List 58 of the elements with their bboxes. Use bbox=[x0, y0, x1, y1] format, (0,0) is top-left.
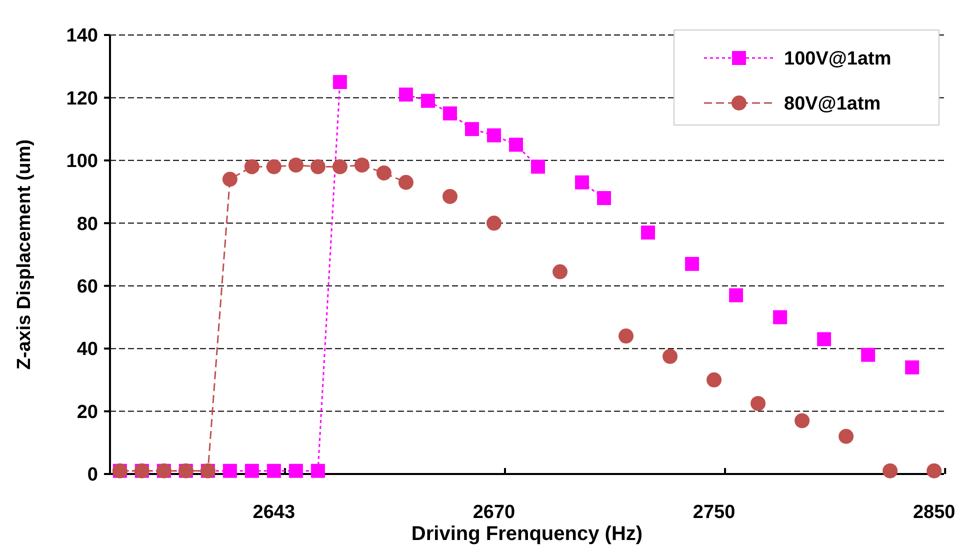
point bbox=[729, 288, 744, 302]
point bbox=[905, 360, 920, 374]
point bbox=[706, 372, 722, 388]
y-tick-label: 40 bbox=[76, 339, 98, 360]
x-axis-title: Driving Frenquency (Hz) bbox=[411, 523, 643, 545]
y-axis-title: Z-axis Displacement (um) bbox=[14, 139, 35, 370]
point bbox=[882, 463, 898, 478]
x-tick-label: 2850 bbox=[912, 502, 956, 523]
y-tick-label: 100 bbox=[66, 151, 98, 172]
point bbox=[641, 226, 656, 240]
point bbox=[597, 191, 612, 206]
point bbox=[662, 348, 678, 364]
point bbox=[464, 122, 479, 136]
point bbox=[685, 256, 700, 271]
point bbox=[486, 128, 501, 142]
point bbox=[244, 464, 259, 478]
x-tick-label: 2750 bbox=[692, 502, 736, 523]
point bbox=[288, 464, 303, 478]
point bbox=[817, 332, 832, 346]
point bbox=[618, 328, 634, 344]
y-tick-label: 120 bbox=[66, 88, 98, 110]
point bbox=[310, 464, 325, 478]
point bbox=[332, 75, 347, 90]
point bbox=[794, 413, 810, 428]
legend-label: 80V@1atm bbox=[784, 94, 881, 115]
point bbox=[575, 175, 590, 190]
point bbox=[398, 88, 413, 102]
x-tick-label: 2643 bbox=[252, 502, 296, 523]
point bbox=[266, 159, 282, 174]
point bbox=[398, 174, 414, 190]
point bbox=[838, 428, 854, 444]
x-tick-label: 2670 bbox=[472, 502, 516, 523]
y-tick-label: 60 bbox=[76, 276, 98, 298]
point bbox=[442, 188, 458, 204]
point bbox=[376, 165, 392, 180]
point bbox=[531, 160, 546, 174]
legend-label: 100V@1atm bbox=[784, 48, 892, 70]
point bbox=[861, 348, 876, 362]
point bbox=[926, 463, 942, 478]
point bbox=[442, 106, 457, 120]
point bbox=[750, 396, 766, 411]
point bbox=[486, 216, 502, 231]
point bbox=[508, 138, 523, 152]
point bbox=[420, 94, 435, 108]
y-tick-label: 80 bbox=[76, 214, 98, 235]
y-tick-label: 0 bbox=[87, 464, 98, 486]
y-tick-label: 140 bbox=[66, 26, 98, 47]
point bbox=[332, 159, 348, 174]
point bbox=[222, 172, 238, 187]
point bbox=[773, 310, 788, 324]
point bbox=[244, 159, 260, 174]
point bbox=[288, 158, 304, 173]
point bbox=[552, 264, 568, 280]
point bbox=[310, 159, 326, 174]
y-tick-label: 20 bbox=[76, 402, 98, 423]
point bbox=[222, 464, 237, 478]
point bbox=[266, 464, 281, 478]
point bbox=[354, 158, 370, 173]
